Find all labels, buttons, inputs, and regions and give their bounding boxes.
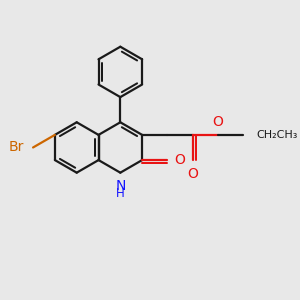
Text: O: O: [212, 115, 223, 129]
Text: Br: Br: [9, 140, 24, 154]
Text: N: N: [115, 179, 125, 193]
Text: O: O: [174, 153, 185, 167]
Text: CH₂CH₃: CH₂CH₃: [257, 130, 298, 140]
Text: H: H: [116, 187, 125, 200]
Text: O: O: [187, 167, 198, 181]
